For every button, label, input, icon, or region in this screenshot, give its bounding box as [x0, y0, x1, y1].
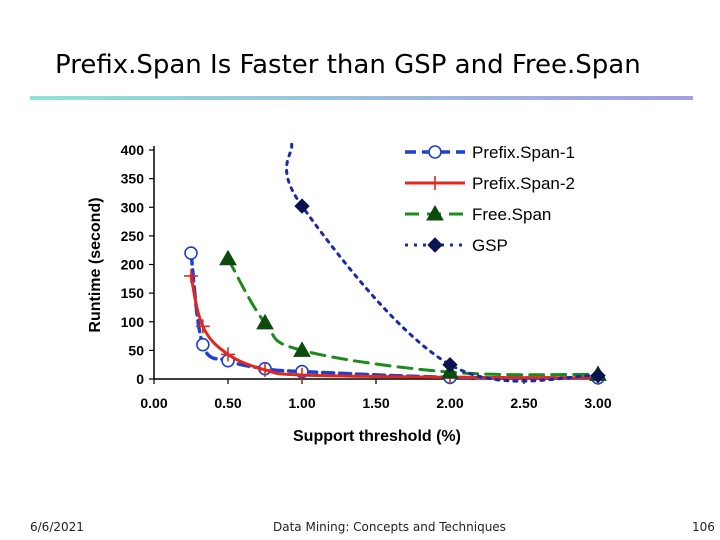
y-tick-label: 300 — [121, 199, 145, 215]
y-tick-label: 150 — [121, 285, 145, 301]
data-point-free-span — [256, 313, 274, 330]
series-line-prefix-span-1 — [189, 251, 600, 380]
data-point-prefix-span-2 — [184, 268, 198, 283]
data-point-gsp — [442, 356, 458, 373]
y-tick-label: 350 — [121, 171, 145, 187]
data-point-prefix-span-1 — [184, 246, 198, 260]
series-line-free-span — [226, 257, 600, 377]
footer-course-title: Data Mining: Concepts and Techniques — [273, 520, 506, 534]
x-tick-label: 2.00 — [436, 395, 463, 411]
y-tick-label: 50 — [128, 342, 144, 358]
x-tick-label: 3.00 — [584, 395, 611, 411]
legend-item-prefix-span-2: Prefix.Span-2 — [405, 174, 575, 193]
chart-legend: Prefix.Span-1 Prefix.Span-2 Free.Span GSP — [405, 143, 575, 255]
data-point-gsp — [294, 198, 310, 214]
data-point-prefix-span-1 — [196, 337, 210, 352]
x-tick-label: 2.50 — [510, 395, 537, 411]
chart-series — [184, 142, 607, 385]
legend-marker — [428, 176, 442, 190]
series-gsp — [285, 142, 606, 384]
data-point-free-span — [219, 249, 237, 266]
page-number: 106 — [692, 520, 715, 534]
y-tick-label: 400 — [121, 142, 145, 158]
y-tick-label: 0 — [136, 371, 144, 387]
legend-marker — [428, 145, 442, 159]
data-point-prefix-span-2 — [258, 362, 272, 377]
series-line-gsp — [285, 142, 600, 383]
x-axis-label: Support threshold (%) — [293, 428, 461, 445]
x-tick-label: 0.00 — [140, 395, 167, 411]
y-tick-label: 250 — [121, 228, 145, 244]
data-point-prefix-span-2 — [195, 319, 210, 334]
legend-marker — [426, 204, 444, 221]
legend-label: GSP — [472, 236, 508, 255]
legend-label: Prefix.Span-1 — [472, 143, 575, 162]
legend-item-free-span: Free.Span — [405, 204, 551, 224]
data-point-prefix-span-2 — [221, 347, 235, 362]
y-tick-label: 200 — [121, 257, 145, 273]
legend-item-gsp: GSP — [405, 236, 508, 255]
legend-label: Free.Span — [472, 205, 551, 224]
series-free-span — [219, 249, 607, 381]
series-line-prefix-span-2 — [189, 274, 600, 380]
data-point-free-span — [293, 341, 311, 357]
y-tick-label: 100 — [121, 314, 145, 330]
y-axis-label: Runtime (second) — [87, 197, 104, 332]
x-tick-label: 1.00 — [288, 395, 315, 411]
slide-title: Prefix.Span Is Faster than GSP and Free.… — [55, 50, 641, 80]
legend-label: Prefix.Span-2 — [472, 174, 575, 193]
data-point-gsp — [590, 367, 606, 384]
x-tick-label: 1.50 — [362, 395, 389, 411]
footer-date: 6/6/2021 — [30, 520, 84, 534]
x-tick-label: 0.50 — [214, 395, 241, 411]
title-divider — [30, 96, 693, 100]
legend-marker — [427, 237, 443, 253]
data-point-prefix-span-2 — [295, 367, 309, 382]
legend-item-prefix-span-1: Prefix.Span-1 — [405, 143, 575, 162]
